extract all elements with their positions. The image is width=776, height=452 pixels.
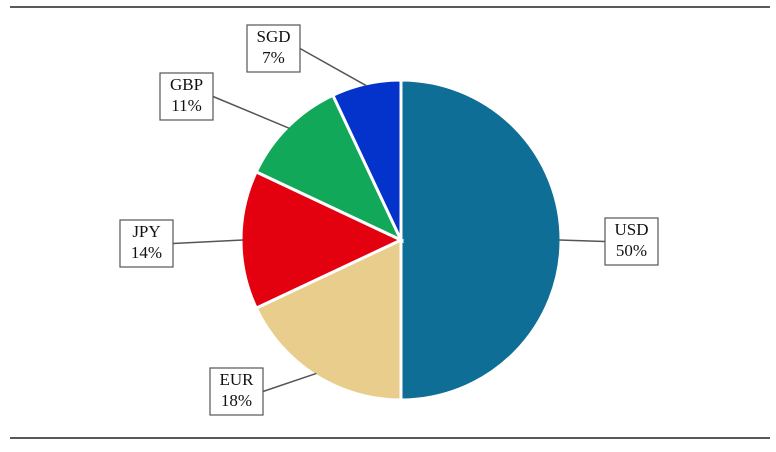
slice-label: JPY xyxy=(132,222,160,241)
pie-slice xyxy=(330,78,403,241)
leader-line xyxy=(262,372,317,393)
value-label: 14% xyxy=(131,243,162,262)
label-box xyxy=(246,24,301,73)
slice-label: EUR xyxy=(220,370,255,389)
label-box xyxy=(604,217,659,266)
slice-label: USD xyxy=(614,220,648,239)
leader-line xyxy=(212,95,290,129)
slice-label: GBP xyxy=(170,75,203,94)
leader-line xyxy=(299,47,367,87)
label-box xyxy=(119,219,174,268)
pie-slice xyxy=(254,237,403,402)
value-label: 7% xyxy=(262,48,285,67)
value-label: 18% xyxy=(221,391,252,410)
value-label: 11% xyxy=(171,96,202,115)
label-box xyxy=(209,367,264,416)
slice-label: SGD xyxy=(256,27,290,46)
leader-line xyxy=(172,239,244,245)
label-box xyxy=(159,72,214,121)
leader-line xyxy=(558,239,606,243)
value-label: 50% xyxy=(616,241,647,260)
